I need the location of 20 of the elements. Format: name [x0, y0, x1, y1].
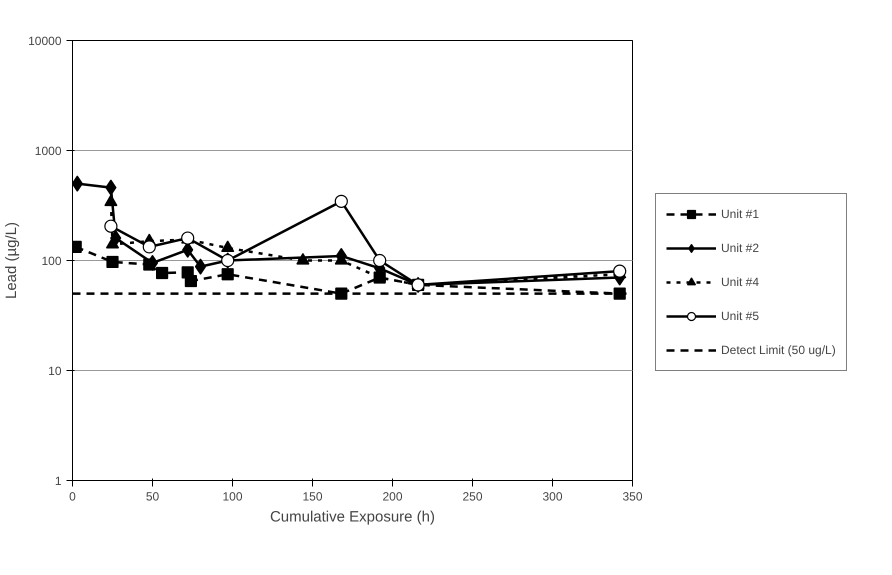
x-axis-title: Cumulative Exposure (h) — [270, 508, 436, 526]
x-tick-label: 250 — [462, 490, 483, 504]
y-tick-label: 10 — [48, 364, 62, 378]
y-tick-label: 100 — [41, 254, 62, 268]
x-tick-label: 100 — [222, 490, 243, 504]
y-tick-label: 1 — [54, 474, 62, 488]
legend-label: Unit #1 — [721, 206, 760, 220]
x-tick-label: 300 — [542, 490, 563, 504]
y-tick-label: 10000 — [28, 34, 62, 48]
x-tick-label: 200 — [382, 490, 403, 504]
x-tick-label: 350 — [622, 490, 643, 504]
x-tick-label: 0 — [69, 490, 76, 504]
legend-label: Unit #4 — [721, 274, 760, 288]
legend-label: Unit #2 — [721, 240, 760, 254]
legend-label: Unit #5 — [721, 308, 760, 322]
y-tick-label: 1000 — [34, 144, 62, 158]
x-tick-label: 150 — [302, 490, 323, 504]
y-axis-title: Lead (µg/L) — [3, 222, 20, 300]
legend-label: Detect Limit (50 ug/L) — [721, 342, 836, 356]
x-tick-label: 50 — [146, 490, 160, 504]
